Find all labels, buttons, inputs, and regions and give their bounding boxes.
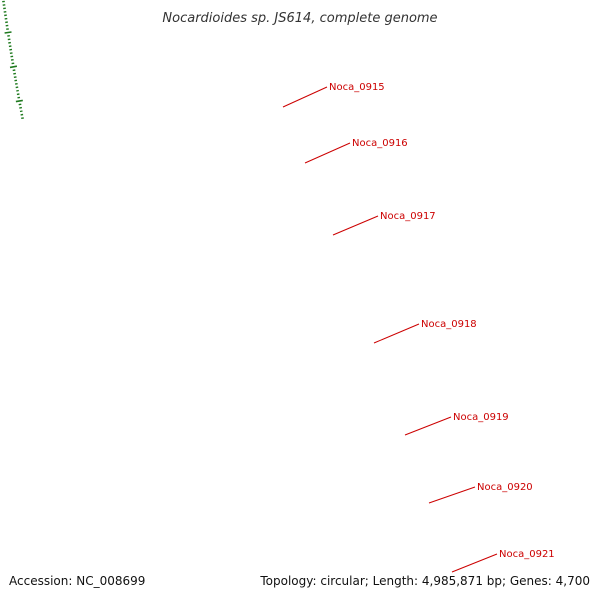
outer-tick-ruler <box>2 0 24 119</box>
gene-label-3: Noca_0917 <box>380 211 436 222</box>
gene-leader-line <box>404 416 452 436</box>
gene-leader-line <box>451 553 498 573</box>
minor-tick <box>18 103 22 106</box>
gene-label-6: Noca_0920 <box>477 482 533 493</box>
gene-leader-line <box>282 86 328 108</box>
gene-label-7: Noca_0921 <box>499 549 555 560</box>
gene-leader-line <box>373 323 420 344</box>
gene-label-2: Noca_0916 <box>352 138 408 149</box>
accession-text: Accession: NC_008699 <box>9 574 146 588</box>
gene-label-4: Noca_0918 <box>421 319 477 330</box>
gene-labels: Noca_0915 Noca_0916 Noca_0917 Noca_0918 Noca… <box>282 82 555 573</box>
genome-title: Nocardioides sp. JS614, complete genome <box>162 11 437 26</box>
topology-text: Topology: circular; Length: 4,985,871 bp… <box>260 574 590 588</box>
minor-tick <box>9 48 13 51</box>
minor-tick <box>15 86 19 89</box>
minor-tick <box>19 106 23 109</box>
minor-tick <box>13 72 17 75</box>
major-tick <box>4 31 12 34</box>
gene-label-1: Noca_0915 <box>329 82 385 93</box>
major-tick <box>15 99 23 103</box>
minor-tick <box>16 89 19 92</box>
minor-tick <box>19 110 23 113</box>
gene-leader-line <box>332 215 379 236</box>
gene-leader-line <box>428 486 476 504</box>
gene-leader-line <box>304 142 351 164</box>
major-tick <box>9 65 18 69</box>
gene-label-5: Noca_0919 <box>453 412 509 423</box>
